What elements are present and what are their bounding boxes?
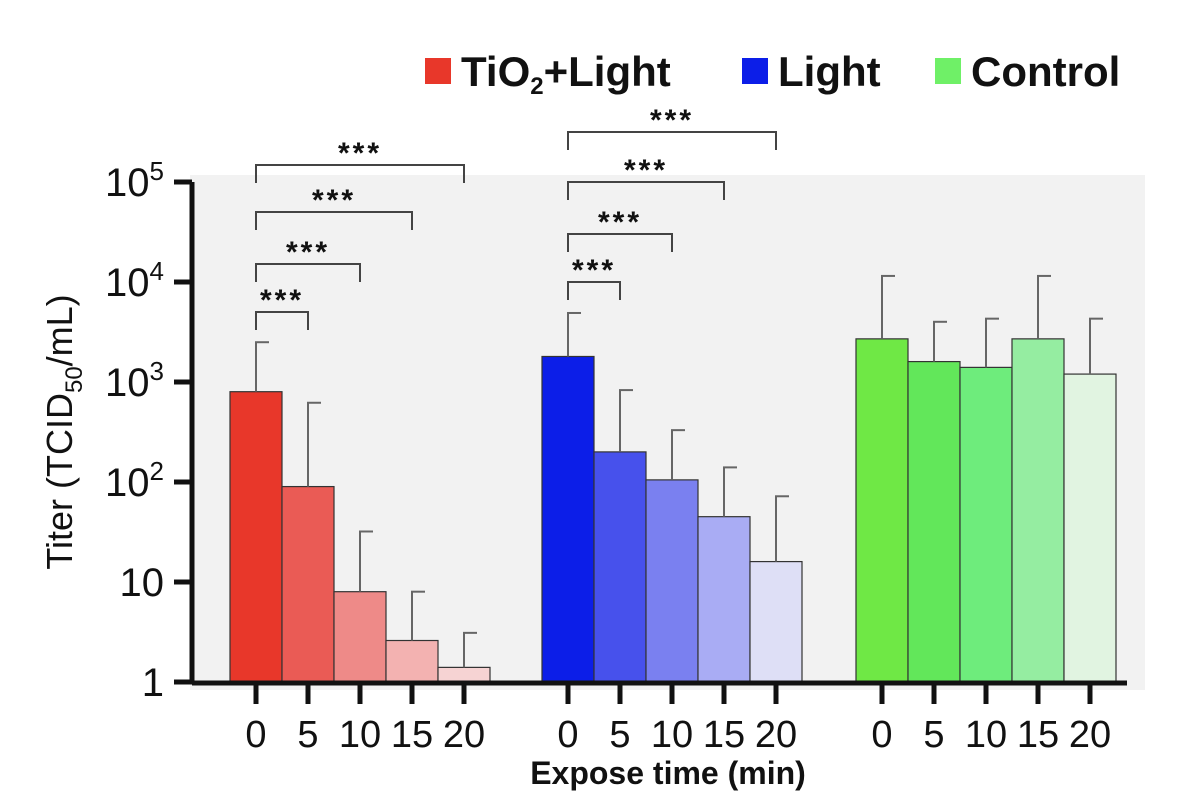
y-tick-label: 10	[120, 561, 165, 605]
y-axis: 1 10 102 103 104 105	[105, 156, 195, 705]
legend-swatch	[742, 58, 768, 84]
x-tick-label: 20	[1069, 714, 1111, 756]
significance-bracket	[567, 281, 621, 300]
legend-item: TiO2+Light	[425, 48, 671, 100]
bar	[907, 360, 961, 683]
significance-label: ***	[624, 154, 668, 187]
significance-bracket	[567, 181, 725, 200]
x-tick-label: 15	[1017, 714, 1059, 756]
y-tick-label: 104	[105, 256, 164, 305]
x-tick-label: 0	[245, 714, 266, 756]
significance-bracket	[255, 311, 309, 330]
bar	[229, 391, 283, 683]
legend-label: Light	[778, 48, 881, 95]
x-tick-label: 20	[755, 714, 797, 756]
legend-item: Light	[742, 48, 881, 95]
bar	[281, 485, 335, 683]
bar-group-control	[855, 338, 1117, 683]
legend: TiO2+Light Light Control	[425, 48, 1120, 100]
bar	[645, 479, 699, 683]
bar	[1063, 373, 1117, 683]
x-tick-label: 10	[965, 714, 1007, 756]
x-tick-label: 10	[339, 714, 381, 756]
legend-swatch	[935, 58, 961, 84]
x-tick-label: 20	[443, 714, 485, 756]
x-tick-label: 10	[651, 714, 693, 756]
significance-brackets: *** *** *** *** *** *** *** ***	[255, 104, 777, 330]
y-tick-label: 1	[142, 661, 164, 705]
significance-label: ***	[260, 284, 304, 317]
legend-label: TiO2+Light	[461, 48, 671, 100]
legend-label: Control	[971, 48, 1120, 95]
y-tick-label: 102	[105, 456, 164, 505]
significance-bracket	[567, 233, 673, 252]
x-axis: 0 5 10 15 20 0 5 10 15 20 0 5 10 15 20	[192, 680, 1127, 756]
bar	[593, 451, 647, 683]
x-tick-label: 5	[609, 714, 630, 756]
legend-swatch	[425, 58, 451, 84]
bar	[437, 666, 491, 683]
significance-label: ***	[312, 184, 356, 217]
bar	[959, 366, 1013, 683]
error-bars	[255, 274, 1103, 668]
x-tick-label: 15	[391, 714, 433, 756]
bar	[385, 639, 439, 683]
x-tick-label: 15	[703, 714, 745, 756]
y-axis-title: Titer (TCID50/mL)	[39, 294, 88, 569]
x-axis-title: Expose time (min)	[530, 755, 806, 791]
significance-bracket	[567, 131, 777, 150]
significance-label: ***	[572, 254, 616, 287]
significance-label: ***	[598, 206, 642, 239]
significance-bracket	[255, 164, 465, 183]
y-tick-label: 103	[105, 356, 164, 405]
bar	[541, 355, 595, 683]
bar	[749, 560, 803, 683]
significance-bracket	[255, 211, 413, 230]
bar	[697, 516, 751, 683]
bar	[1011, 338, 1065, 683]
significance-label: ***	[650, 104, 694, 137]
bar	[333, 591, 387, 683]
significance-label: ***	[338, 137, 382, 170]
significance-label: ***	[286, 236, 330, 269]
x-tick-label: 0	[557, 714, 578, 756]
x-tick-label: 5	[923, 714, 944, 756]
legend-item: Control	[935, 48, 1120, 95]
y-tick-label: 105	[105, 156, 164, 205]
x-tick-label: 0	[871, 714, 892, 756]
x-tick-label: 5	[297, 714, 318, 756]
significance-bracket	[255, 263, 361, 282]
bar	[855, 338, 909, 683]
